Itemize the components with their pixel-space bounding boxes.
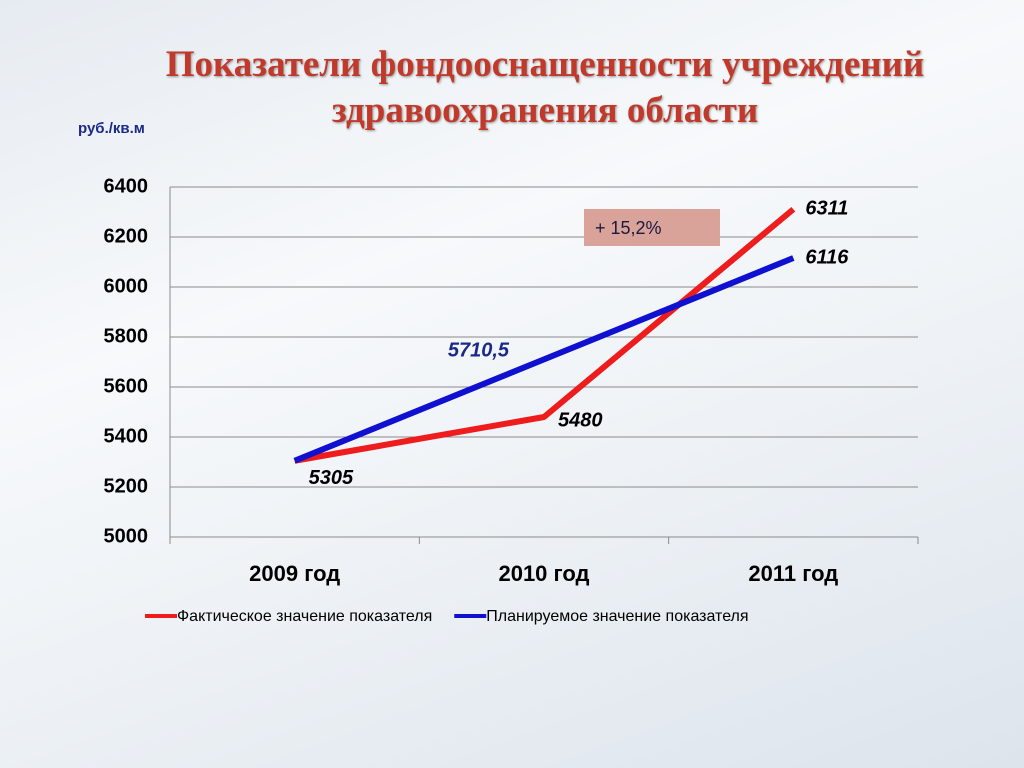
- series-line: [293, 255, 795, 464]
- y-tick-label: 5200: [104, 475, 149, 497]
- data-label: 5710,5: [448, 340, 510, 362]
- data-label: 6116: [805, 246, 849, 268]
- y-tick-label: 5400: [104, 425, 149, 447]
- annotation: + 15,2%: [595, 218, 662, 238]
- y-tick-label: 5800: [104, 325, 149, 347]
- x-tick-label: 2011 год: [748, 561, 838, 586]
- chart-title: Показатели фондооснащенности учреждений …: [165, 44, 925, 131]
- y-tick-label: 6200: [104, 225, 149, 247]
- data-label: 6311: [805, 198, 848, 220]
- y-tick-label: 5000: [104, 525, 149, 547]
- legend-label: Фактическое значение показателя: [177, 608, 432, 625]
- y-tick-label: 6400: [104, 175, 149, 197]
- legend-label: Планируемое значение показателя: [486, 608, 748, 625]
- annotation-box: [584, 209, 720, 246]
- x-tick-label: 2009 год: [249, 561, 340, 586]
- series-line: [294, 206, 796, 464]
- y-tick-label: 5600: [104, 375, 149, 397]
- y-axis-label: руб./кв.м: [78, 120, 145, 137]
- x-tick-label: 2010 год: [498, 561, 589, 586]
- data-label: 5305: [309, 467, 354, 489]
- data-label: 5480: [558, 409, 603, 431]
- y-tick-label: 6000: [104, 275, 149, 297]
